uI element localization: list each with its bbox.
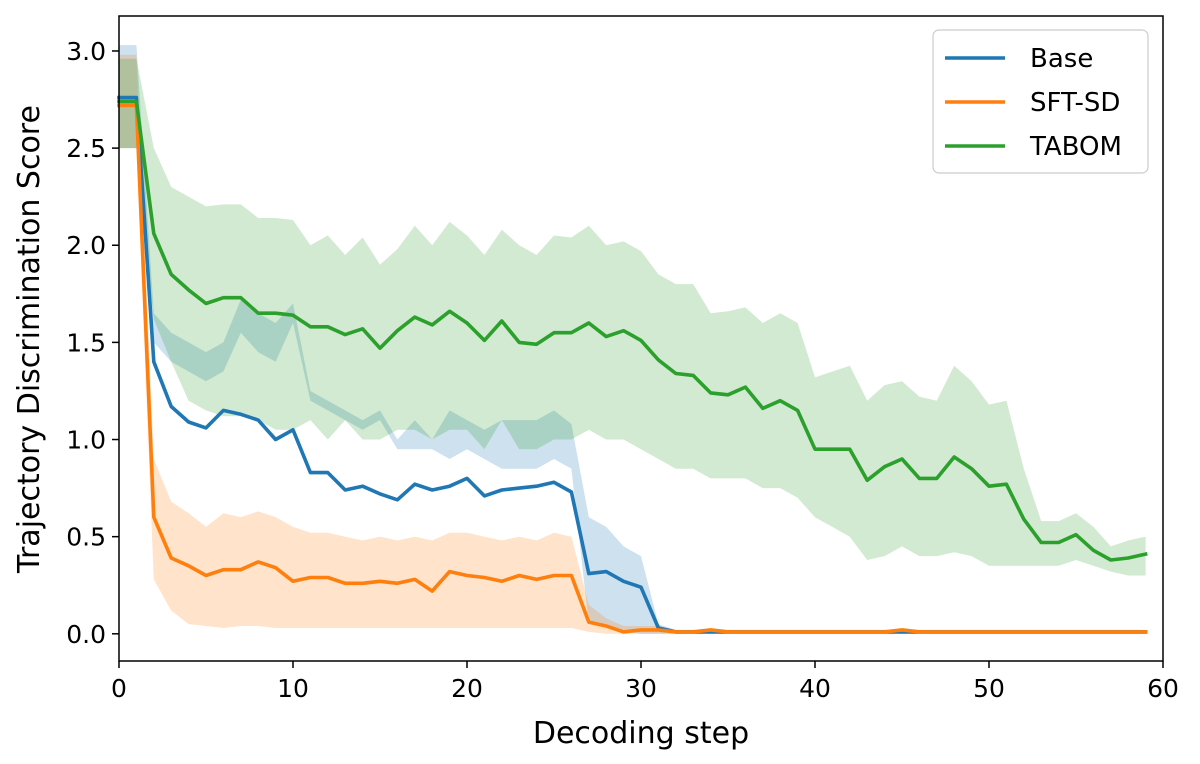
legend-label-tabom: TABOM xyxy=(1029,132,1122,162)
line-tabom xyxy=(117,99,1148,562)
legend-box xyxy=(932,29,1149,174)
x-tick-label: 20 xyxy=(451,674,483,703)
y-tick-label: 1.0 xyxy=(66,426,106,455)
legend-label-base: Base xyxy=(1030,44,1093,74)
y-tick-label: 0.5 xyxy=(66,523,106,552)
y-tick-label: 2.5 xyxy=(66,134,106,163)
band-tabom xyxy=(119,58,1146,576)
x-tick-label: 50 xyxy=(973,674,1005,703)
x-tick-label: 30 xyxy=(625,674,657,703)
legend-label-sft-sd: SFT-SD xyxy=(1030,88,1120,118)
x-tick-label: 60 xyxy=(1147,674,1179,703)
x-tick-label: 10 xyxy=(277,674,309,703)
x-axis: 0 10 20 30 40 50 60 xyxy=(111,661,1179,703)
y-axis: 0.0 0.5 1.0 1.5 2.0 2.5 3.0 xyxy=(66,37,119,649)
x-tick-label: 40 xyxy=(799,674,831,703)
confidence-bands xyxy=(119,45,1146,634)
x-axis-label: Decoding step xyxy=(533,716,749,751)
y-axis-label: Trajectory Discrimination Score xyxy=(12,105,47,574)
y-tick-label: 1.5 xyxy=(66,328,106,357)
legend: Base SFT-SD TABOM xyxy=(932,29,1149,174)
y-tick-label: 3.0 xyxy=(66,37,106,66)
series-lines xyxy=(117,95,1148,634)
band-sft-sd xyxy=(119,54,1146,634)
y-tick-label: 2.0 xyxy=(66,231,106,260)
y-tick-label: 0.0 xyxy=(66,620,106,649)
line-sft-sd xyxy=(117,103,1148,634)
x-tick-label: 0 xyxy=(111,674,127,703)
